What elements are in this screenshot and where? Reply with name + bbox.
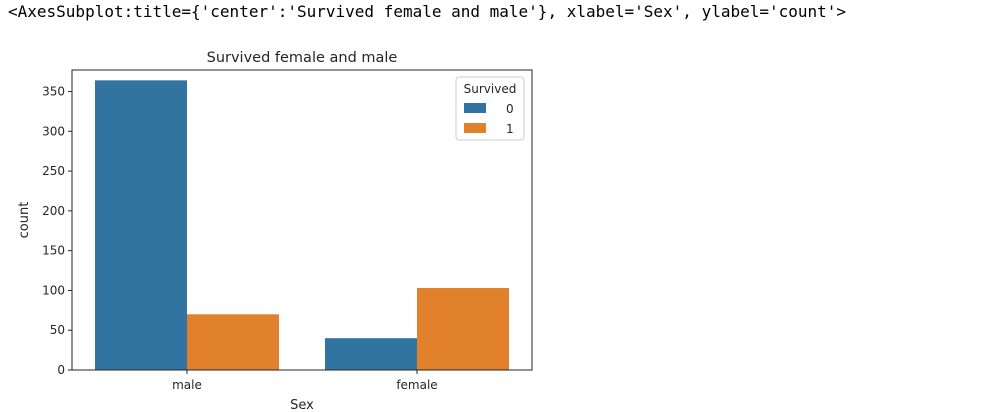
bar-male-survived-1: [187, 314, 279, 370]
bar-female-survived-1: [417, 288, 509, 370]
y-tick-label: 100: [42, 283, 65, 297]
bar-male-survived-0: [95, 80, 187, 371]
x-tick-label: male: [172, 378, 202, 392]
y-tick-label: 200: [42, 204, 65, 218]
x-axis: male female: [172, 370, 438, 392]
y-tick-label: 350: [42, 84, 65, 98]
legend-swatch-0: [464, 103, 486, 113]
output-repr-text: <AxesSubplot:title={'center':'Survived f…: [8, 2, 847, 21]
y-axis-label: count: [17, 202, 32, 239]
y-tick-label: 300: [42, 124, 65, 138]
plot-frame: [71, 69, 533, 371]
bars-layer: [95, 80, 509, 371]
chart-title: Survived female and male: [207, 50, 398, 66]
x-axis-label: Sex: [290, 398, 314, 412]
legend: Survived 0 1: [455, 76, 525, 141]
legend-label-1: 1: [506, 122, 514, 136]
y-tick-label: 250: [42, 164, 65, 178]
y-tick-label: 50: [50, 323, 65, 337]
y-tick-label: 150: [42, 244, 65, 258]
legend-label-0: 0: [506, 102, 514, 116]
legend-swatch-1: [464, 123, 486, 133]
x-tick-label: female: [396, 378, 437, 392]
bar-female-survived-0: [325, 338, 417, 370]
y-axis: 0 50 100 150 200 250 300 350: [42, 84, 72, 377]
y-tick-label: 0: [57, 363, 65, 377]
legend-title: Survived: [464, 82, 517, 96]
